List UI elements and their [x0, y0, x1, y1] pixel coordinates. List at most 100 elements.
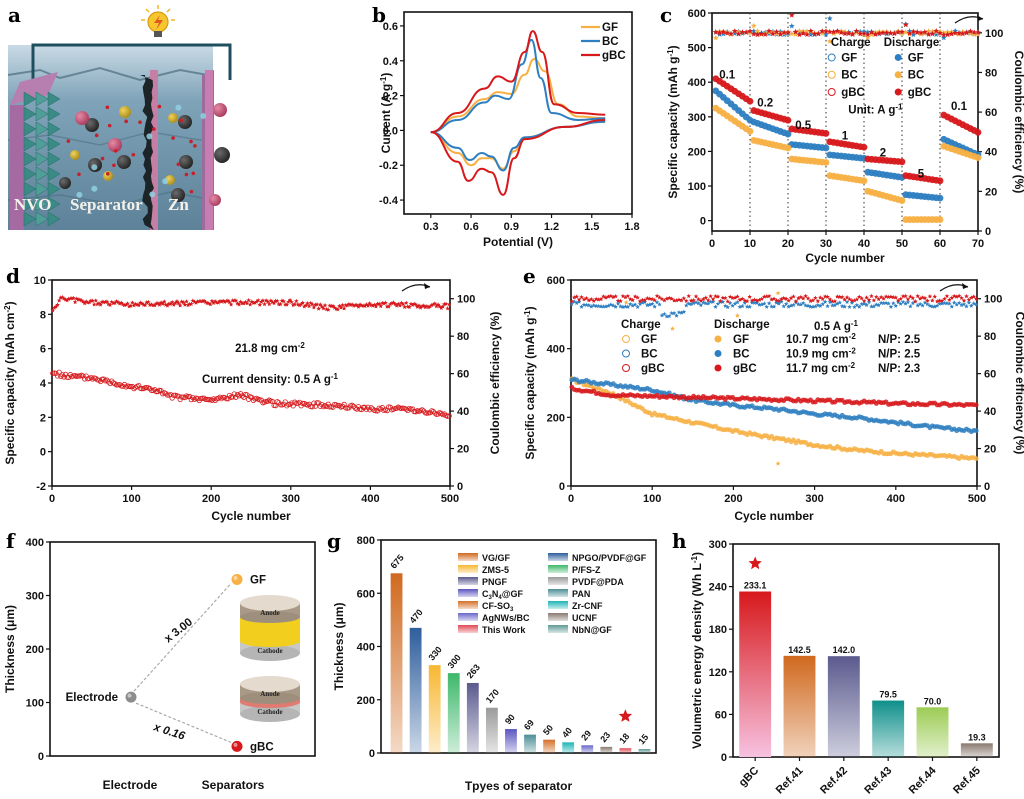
- x-tick-label-Ref.41: Ref.41: [774, 765, 806, 797]
- ce-point: [439, 305, 444, 310]
- nvo-layer: [47, 136, 61, 152]
- cv-curve-gBC-cathodic: [430, 118, 606, 196]
- capacity-point: [223, 396, 229, 402]
- legend-swatch-CF-SO₃: [458, 601, 478, 609]
- legend-swatch-ZMS-5: [458, 565, 478, 573]
- x-tick-label: 40: [858, 238, 870, 250]
- ce-point: [146, 299, 151, 305]
- ce-point: [297, 303, 302, 308]
- ce-point-BC: [645, 302, 650, 308]
- ce-point-gBC: [880, 29, 886, 36]
- bar-NPGO/PVDF@GF: [409, 627, 422, 753]
- legend-discharge-marker-gBC: [714, 364, 722, 372]
- legend-discharge-label-gBC: gBC: [733, 363, 757, 375]
- ce-point-BC: [652, 304, 657, 309]
- ce-point-gBC: [715, 294, 721, 299]
- ce-point-gBC: [710, 296, 716, 302]
- ce-point: [259, 299, 264, 304]
- ce-point-gBC: [922, 295, 928, 301]
- ion-sphere: [178, 115, 192, 129]
- panel-h-bar-chart: 0 60 120 180 240 300 233.1 gBC 142.5 Ref.41 142.0 R…: [690, 539, 1000, 797]
- ce-point: [68, 296, 73, 301]
- ce-point-BC: [800, 300, 806, 306]
- ce-point-gBC: [811, 31, 818, 37]
- capacity-point: [336, 403, 342, 409]
- capacity-point: [438, 410, 444, 417]
- nvo-layer: [23, 91, 37, 107]
- legend-charge-marker-gBC: [827, 88, 836, 97]
- x-tick-label: 70: [972, 238, 984, 250]
- ce-point-gBC: [861, 30, 867, 36]
- ce-point: [403, 300, 409, 305]
- ce-point-gBC: [740, 296, 745, 301]
- ce-point-gBC: [942, 296, 947, 301]
- ce-point-gBC: [637, 298, 643, 304]
- ce-point-gBC: [852, 298, 857, 303]
- ce-point-BC: [649, 301, 655, 306]
- capacity-point: [105, 379, 112, 385]
- ce-point: [443, 301, 449, 306]
- nvo-layer: [47, 91, 61, 107]
- ce-point-gBC: [791, 294, 796, 299]
- anode-top: [240, 595, 300, 611]
- ce-point: [300, 300, 305, 305]
- ce-point: [340, 302, 345, 308]
- ce-point: [424, 303, 430, 309]
- ce-point-gBC: [818, 295, 823, 300]
- y-tick-label: 0.0: [383, 125, 398, 137]
- value-label-ZMS-5: 330: [427, 644, 444, 662]
- ion-sphere: [59, 177, 71, 189]
- ion-sphere: [168, 113, 178, 123]
- ce-point-gBC: [667, 295, 672, 300]
- cv-curve-BC-anodic: [430, 38, 606, 134]
- capacity-point: [287, 401, 293, 407]
- legend-discharge-label-BC: BC: [733, 349, 750, 361]
- ce-point: [400, 301, 406, 307]
- ce-point-BC: [667, 313, 672, 318]
- ce-point-gBC: [647, 296, 652, 301]
- rate-label: 5: [918, 168, 925, 180]
- ce-point: [193, 300, 199, 305]
- capacity-point: [210, 396, 217, 402]
- bar-gBC: [739, 591, 772, 757]
- ce-point-gBC: [807, 28, 814, 34]
- legend-swatch-P/FS-Z: [548, 565, 568, 573]
- ce-point: [432, 301, 438, 306]
- highlight-star: [618, 709, 633, 722]
- water-bubble: [149, 191, 156, 198]
- discharge-point-BC: [784, 144, 792, 152]
- ce-point-gBC: [900, 293, 906, 299]
- ce-point-gBC: [693, 294, 699, 299]
- ce-point: [216, 300, 221, 305]
- ce-point: [184, 299, 189, 304]
- ce-point: [64, 298, 70, 303]
- ce-point-BC: [776, 301, 782, 306]
- ce-point-BC: [762, 301, 767, 306]
- ce-point: [71, 295, 76, 301]
- y-tick-label: 8: [40, 309, 46, 321]
- ce-point-BC: [664, 314, 670, 319]
- legend-charge-label-BC: BC: [641, 349, 658, 361]
- ce-point-gBC: [934, 299, 940, 304]
- legend-discharge-title: Discharge: [714, 319, 770, 331]
- ce-point-gBC: [698, 298, 704, 303]
- nvo-layer: [35, 121, 49, 137]
- y-tick-label: 400: [26, 537, 44, 549]
- ion-sphere: [117, 155, 131, 169]
- ce-point: [247, 302, 253, 307]
- ce-point-gBC: [842, 30, 848, 37]
- capacity-point: [155, 388, 161, 395]
- separator-membrane: [140, 75, 154, 230]
- water-molecule: [193, 144, 197, 148]
- capacity-point: [163, 390, 169, 397]
- plot-frame: [711, 12, 979, 232]
- water-bubble: [76, 191, 83, 198]
- point-highlight: [233, 742, 238, 747]
- legend-discharge-marker-gBC: [894, 88, 902, 96]
- ce-point-gBC: [878, 294, 884, 300]
- water-molecule: [138, 120, 142, 125]
- ce-point-gBC: [671, 298, 677, 303]
- ce-point: [294, 298, 299, 303]
- x-tick-label: 300: [282, 493, 300, 505]
- ce-point-BC: [742, 300, 748, 305]
